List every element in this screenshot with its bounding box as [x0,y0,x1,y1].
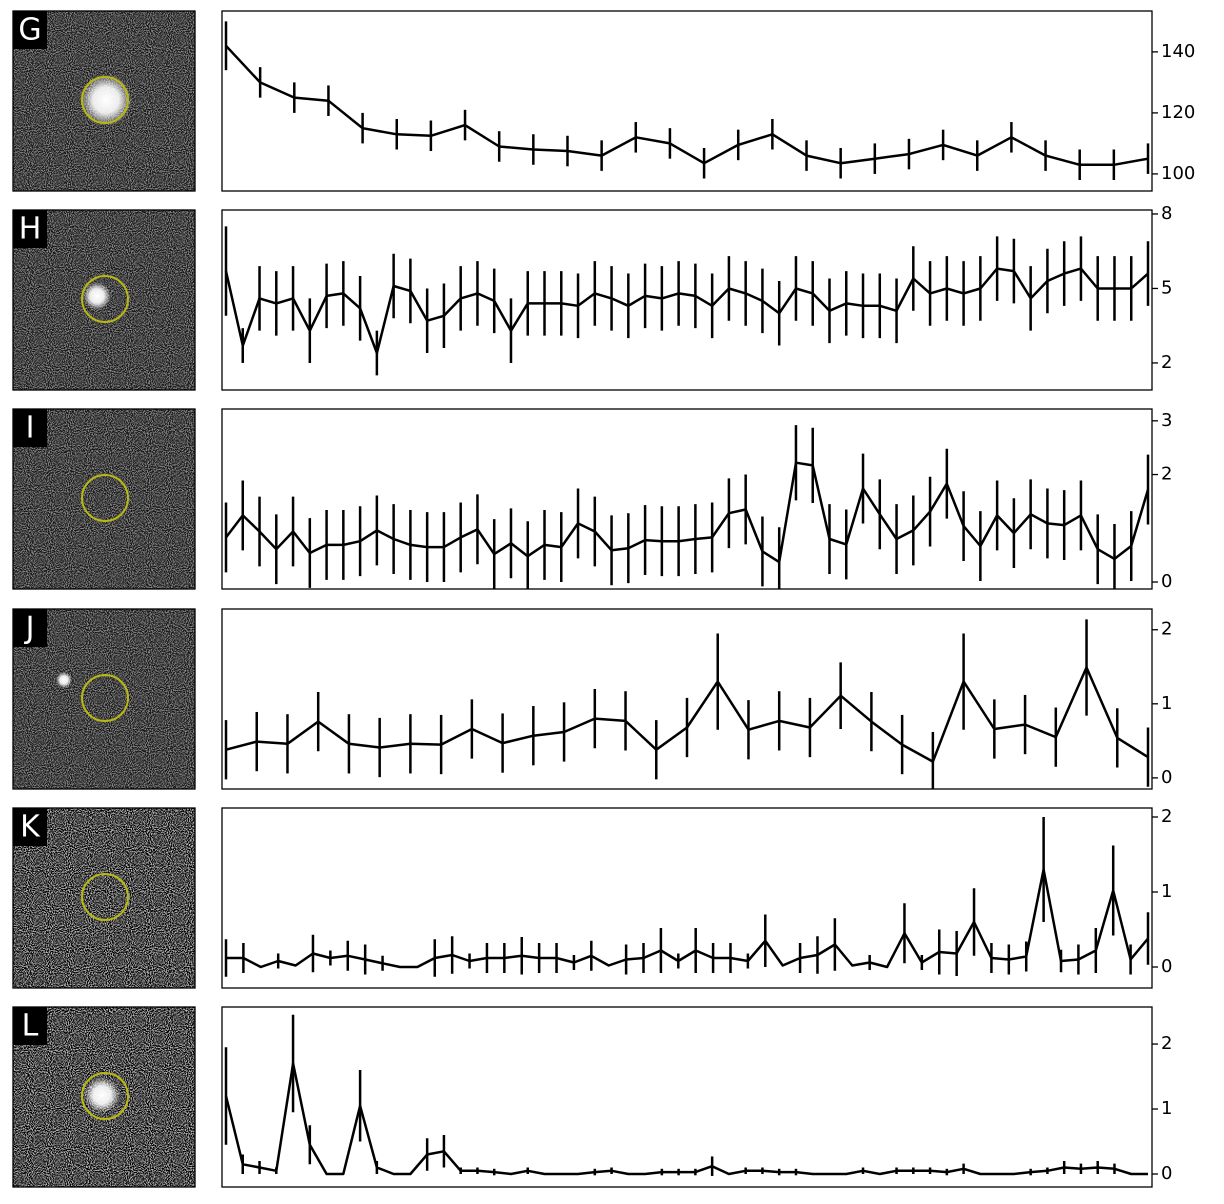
label-box [13,609,47,647]
aperture [81,674,129,722]
bright-source [56,672,72,688]
data-line [226,868,1149,969]
data-line [225,461,1150,564]
y-tick-label: 1 [1161,693,1172,714]
image-frame [12,10,196,192]
image-frame [12,1006,196,1188]
image-frame [12,807,196,989]
y-tick-label: 2 [1161,464,1172,485]
plot-area [224,425,1150,589]
label-box [13,1007,47,1045]
panel-label: H [19,212,42,247]
label-box [13,409,47,447]
image-frame [12,408,196,590]
panel-label: J [24,611,35,646]
bright-source [84,1077,120,1113]
y-tick-label: 1 [1161,1098,1172,1119]
y-tick-label: 3 [1161,410,1172,431]
plot-area [224,619,1150,789]
y-tick-label: 5 [1161,277,1172,298]
y-tick-label: 140 [1161,41,1195,62]
y-tick-label: 0 [1161,956,1172,977]
data-line [224,267,1149,355]
image-frame [12,608,196,790]
plot-area [224,1014,1148,1176]
plot-area [224,226,1150,376]
y-tick-label: 0 [1161,767,1172,788]
y-tick-label: 100 [1161,163,1195,184]
axes-frame [221,608,1153,790]
panel-label: I [26,411,35,446]
y-tick-label: 2 [1161,1033,1172,1054]
aperture [81,275,129,323]
aperture [81,1072,129,1120]
axes-frame [221,807,1153,989]
aperture [81,474,129,522]
aperture [81,76,129,124]
axes-frame [221,408,1153,590]
label-box [13,808,47,846]
axes-frame [221,10,1153,192]
y-tick-label: 0 [1161,1163,1172,1184]
plot-area [224,817,1150,977]
data-line [224,1062,1148,1176]
panel-label: K [20,810,41,845]
y-tick-label: 2 [1161,352,1172,373]
bright-source [80,74,132,126]
data-line [225,44,1149,167]
label-box [13,210,47,248]
bright-source [83,282,111,310]
y-tick-label: 8 [1161,203,1172,224]
plot-area [224,21,1150,181]
y-tick-label: 2 [1161,619,1172,640]
data-line [225,666,1149,763]
y-tick-label: 120 [1161,102,1195,123]
axes-frame [221,1006,1153,1188]
aperture [81,873,129,921]
panel-label: G [18,13,41,48]
y-tick-label: 2 [1161,806,1172,827]
panel-label: L [22,1009,39,1044]
y-tick-label: 1 [1161,881,1172,902]
y-tick-label: 0 [1161,571,1172,592]
label-box [13,11,47,49]
image-frame [12,209,196,391]
axes-frame [221,209,1153,391]
